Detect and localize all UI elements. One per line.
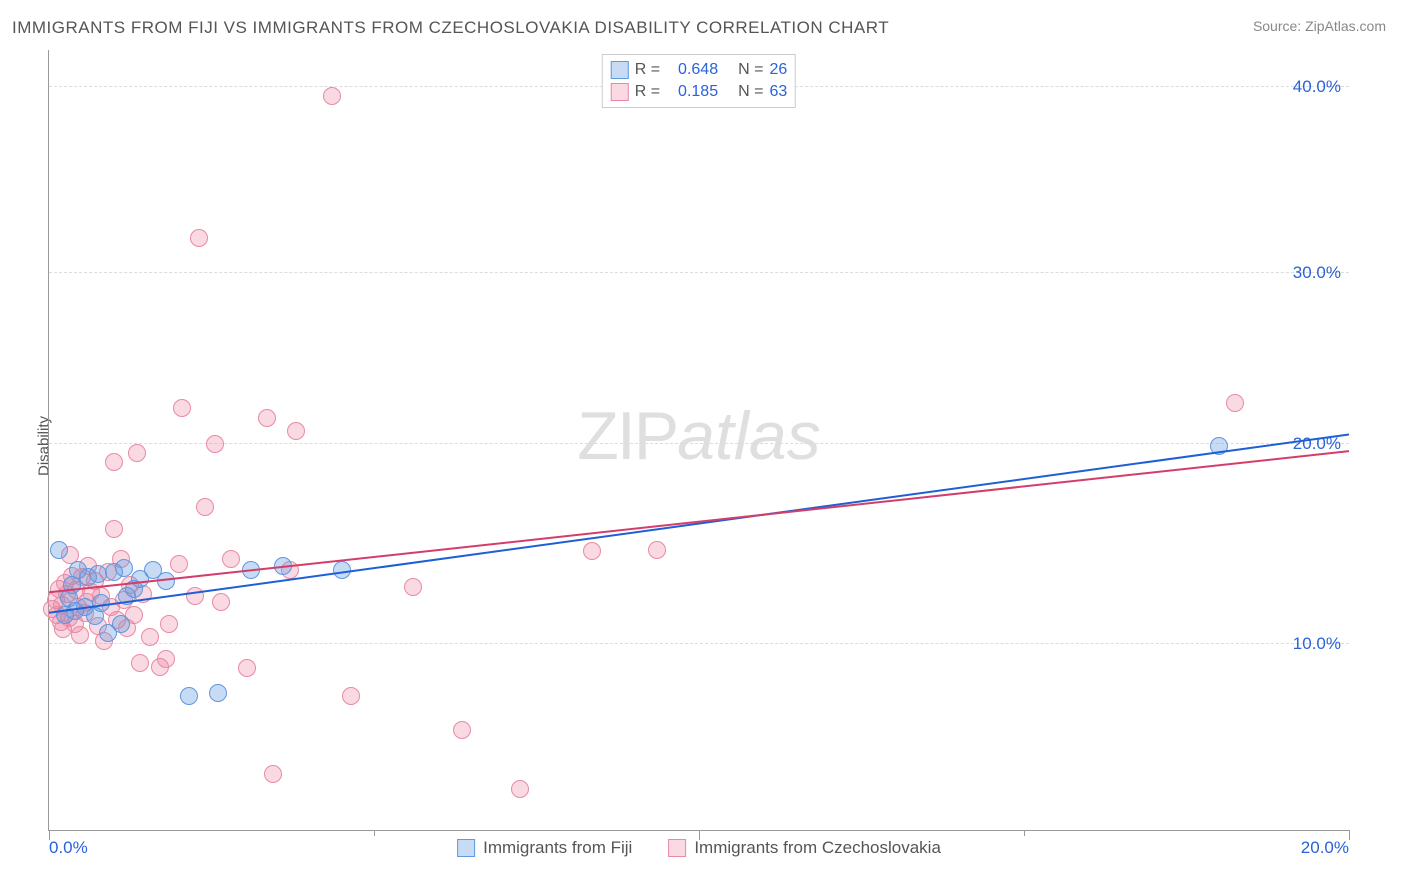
data-point — [50, 541, 68, 559]
data-point — [342, 687, 360, 705]
data-point — [115, 559, 133, 577]
watermark: ZIPatlas — [577, 397, 820, 475]
data-point — [180, 687, 198, 705]
chart-title: IMMIGRANTS FROM FIJI VS IMMIGRANTS FROM … — [12, 18, 889, 38]
x-tick-label: 0.0% — [49, 838, 88, 858]
chart-container: IMMIGRANTS FROM FIJI VS IMMIGRANTS FROM … — [0, 0, 1406, 892]
legend-n-value: 63 — [769, 81, 787, 103]
legend-swatch — [611, 61, 629, 79]
legend-n-label: N = — [738, 81, 763, 103]
data-point — [141, 628, 159, 646]
data-point — [160, 615, 178, 633]
y-tick-label: 30.0% — [1293, 263, 1341, 283]
data-point — [1210, 437, 1228, 455]
data-point — [258, 409, 276, 427]
legend-n-value: 26 — [769, 59, 787, 81]
data-point — [274, 557, 292, 575]
data-point — [173, 399, 191, 417]
gridline — [49, 643, 1349, 644]
legend-row: R = 0.185 N = 63 — [611, 81, 787, 103]
data-point — [170, 555, 188, 573]
legend-swatch — [457, 839, 475, 857]
source-attribution: Source: ZipAtlas.com — [1253, 18, 1386, 34]
x-minor-tick — [374, 830, 375, 836]
data-point — [157, 572, 175, 590]
legend-r-label: R = — [635, 59, 660, 81]
data-point — [92, 594, 110, 612]
legend-row: R = 0.648 N = 26 — [611, 59, 787, 81]
legend-n-label: N = — [738, 59, 763, 81]
data-point — [242, 561, 260, 579]
correlation-legend: R = 0.648 N = 26 R = 0.185 N = 63 — [602, 54, 796, 108]
trend-line — [49, 434, 1349, 612]
x-minor-tick — [1024, 830, 1025, 836]
data-point — [105, 520, 123, 538]
data-point — [157, 650, 175, 668]
data-point — [238, 659, 256, 677]
legend-swatch — [668, 839, 686, 857]
x-tick-label: 20.0% — [1301, 838, 1349, 858]
legend-r-value: 0.648 — [666, 59, 718, 81]
gridline — [49, 443, 1349, 444]
data-point — [583, 542, 601, 560]
gridline — [49, 272, 1349, 273]
data-point — [89, 565, 107, 583]
data-point — [264, 765, 282, 783]
legend-series-label: Immigrants from Czechoslovakia — [694, 838, 941, 858]
y-tick-label: 20.0% — [1293, 434, 1341, 454]
data-point — [323, 87, 341, 105]
data-point — [128, 444, 146, 462]
y-tick-label: 40.0% — [1293, 77, 1341, 97]
data-point — [112, 615, 130, 633]
data-point — [404, 578, 422, 596]
series-legend: Immigrants from Fiji Immigrants from Czec… — [457, 838, 941, 858]
data-point — [212, 593, 230, 611]
data-point — [105, 453, 123, 471]
data-point — [333, 561, 351, 579]
data-point — [209, 684, 227, 702]
x-tick — [699, 830, 700, 840]
data-point — [453, 721, 471, 739]
data-point — [71, 626, 89, 644]
plot-area: ZIPatlas R =0.648N =26R =0.185N =63 Immi… — [48, 50, 1349, 831]
data-point — [190, 229, 208, 247]
legend-swatch — [611, 83, 629, 101]
data-point — [648, 541, 666, 559]
data-point — [511, 780, 529, 798]
data-point — [186, 587, 204, 605]
trendlines-layer — [49, 50, 1349, 830]
watermark-atlas: atlas — [677, 398, 821, 474]
data-point — [222, 550, 240, 568]
x-tick — [1349, 830, 1350, 840]
data-point — [206, 435, 224, 453]
legend-item: Immigrants from Czechoslovakia — [668, 838, 941, 858]
source-prefix: Source: — [1253, 18, 1305, 34]
data-point — [131, 654, 149, 672]
data-point — [1226, 394, 1244, 412]
watermark-zip: ZIP — [577, 398, 677, 474]
legend-r-label: R = — [635, 81, 660, 103]
source-link[interactable]: ZipAtlas.com — [1305, 18, 1386, 34]
legend-series-label: Immigrants from Fiji — [483, 838, 632, 858]
data-point — [287, 422, 305, 440]
y-tick-label: 10.0% — [1293, 634, 1341, 654]
legend-item: Immigrants from Fiji — [457, 838, 632, 858]
legend-r-value: 0.185 — [666, 81, 718, 103]
data-point — [196, 498, 214, 516]
